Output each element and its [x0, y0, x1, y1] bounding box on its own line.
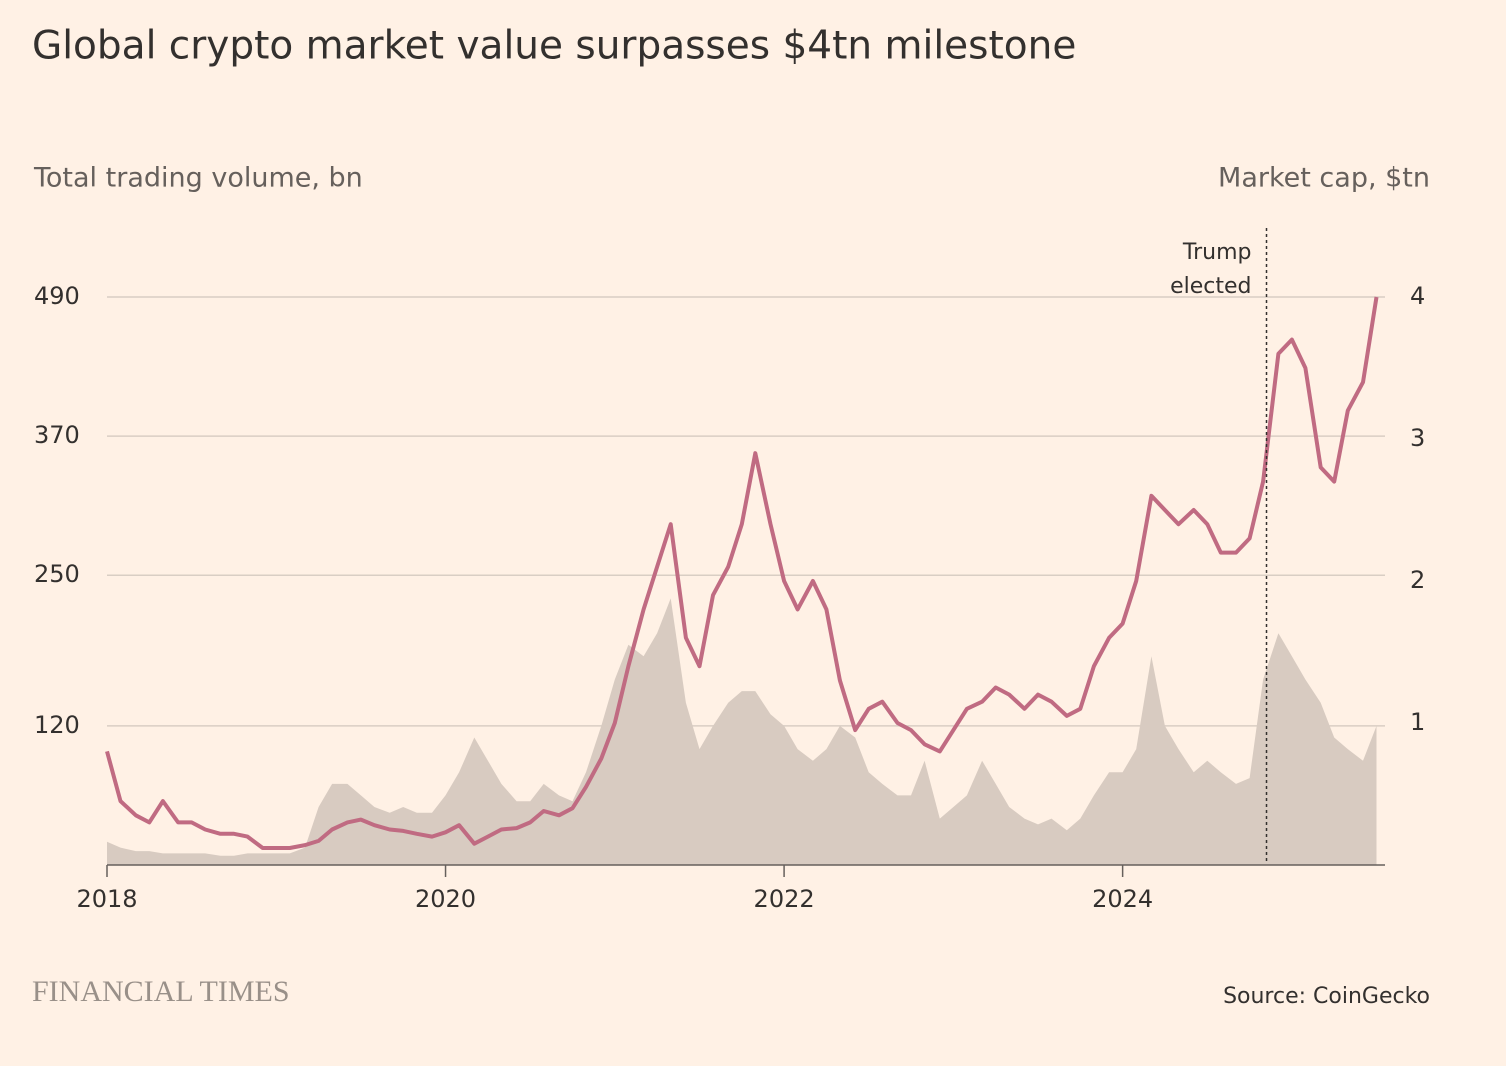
y2-tick-label: 4	[1410, 282, 1425, 310]
y-tick-label: 120	[34, 711, 80, 739]
x-tick-label: 2020	[415, 885, 476, 913]
y2-tick-label: 3	[1410, 424, 1425, 452]
brand: FINANCIAL TIMES	[32, 975, 290, 1008]
y-tick-label: 250	[34, 560, 80, 588]
annotation-text: Trump	[1182, 240, 1252, 265]
annotation-text: elected	[1170, 274, 1251, 299]
y-axis-label: Total trading volume, bn	[33, 163, 363, 194]
y2-tick-label: 2	[1410, 566, 1425, 594]
x-tick-label: 2024	[1092, 885, 1153, 913]
y2-tick-label: 1	[1410, 708, 1425, 736]
chart-title: Global crypto market value surpasses $4t…	[32, 24, 1076, 69]
source: Source: CoinGecko	[1223, 984, 1430, 1009]
y-tick-label: 490	[34, 282, 80, 310]
market-cap-line	[105, 296, 1379, 850]
y2-axis-label: Market cap, $tn	[1218, 163, 1430, 194]
x-tick-label: 2022	[754, 885, 815, 913]
y-tick-label: 370	[34, 421, 80, 449]
volume-area	[107, 598, 1377, 865]
x-tick-label: 2018	[76, 885, 137, 913]
